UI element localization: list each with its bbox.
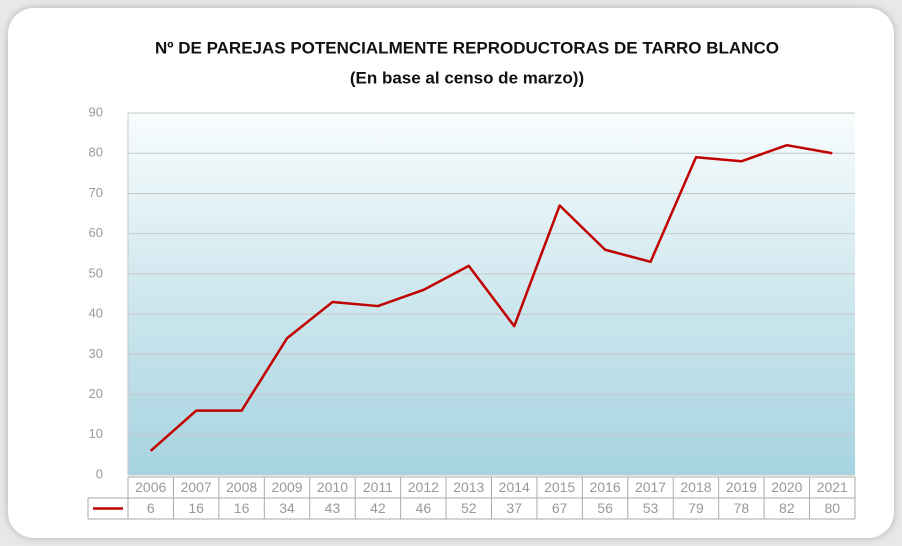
data-label: 43 <box>325 500 341 516</box>
data-label: 56 <box>597 500 613 516</box>
y-tick-label: 50 <box>89 265 103 280</box>
x-tick-label: 2018 <box>680 479 711 495</box>
y-tick-label: 40 <box>89 306 103 321</box>
x-tick-label: 2006 <box>135 479 166 495</box>
x-tick-label: 2009 <box>271 479 302 495</box>
y-tick-label: 0 <box>96 466 103 481</box>
y-tick-label: 20 <box>89 386 103 401</box>
y-tick-label: 30 <box>89 346 103 361</box>
x-tick-label: 2010 <box>317 479 348 495</box>
x-tick-label: 2019 <box>726 479 757 495</box>
data-label: 82 <box>779 500 795 516</box>
x-tick-label: 2020 <box>771 479 802 495</box>
y-tick-label: 90 <box>89 104 103 119</box>
data-label: 80 <box>824 500 840 516</box>
x-tick-label: 2014 <box>499 479 530 495</box>
x-tick-label: 2017 <box>635 479 666 495</box>
chart-title: Nº DE PAREJAS POTENCIALMENTE REPRODUCTOR… <box>155 38 779 57</box>
y-tick-label: 80 <box>89 145 103 160</box>
x-tick-label: 2016 <box>590 479 621 495</box>
data-label: 52 <box>461 500 477 516</box>
data-label: 16 <box>188 500 204 516</box>
data-label: 6 <box>147 500 155 516</box>
data-label: 37 <box>506 500 522 516</box>
data-label: 34 <box>279 500 295 516</box>
x-tick-label: 2013 <box>453 479 484 495</box>
data-label: 16 <box>234 500 250 516</box>
data-label: 46 <box>416 500 432 516</box>
data-label: 42 <box>370 500 386 516</box>
x-tick-label: 2015 <box>544 479 575 495</box>
y-tick-label: 70 <box>89 185 103 200</box>
data-label: 79 <box>688 500 704 516</box>
x-tick-label: 2021 <box>817 479 848 495</box>
series-line <box>149 143 833 452</box>
x-tick-label: 2011 <box>363 479 393 495</box>
y-tick-label: 10 <box>89 426 103 441</box>
data-label: 78 <box>734 500 750 516</box>
x-tick-label: 2012 <box>408 479 439 495</box>
x-tick-label: 2007 <box>181 479 212 495</box>
chart-subtitle: (En base al censo de marzo)) <box>350 68 584 87</box>
y-tick-label: 60 <box>89 225 103 240</box>
x-tick-label: 2008 <box>226 479 257 495</box>
data-label: 67 <box>552 500 568 516</box>
data-label: 53 <box>643 500 659 516</box>
